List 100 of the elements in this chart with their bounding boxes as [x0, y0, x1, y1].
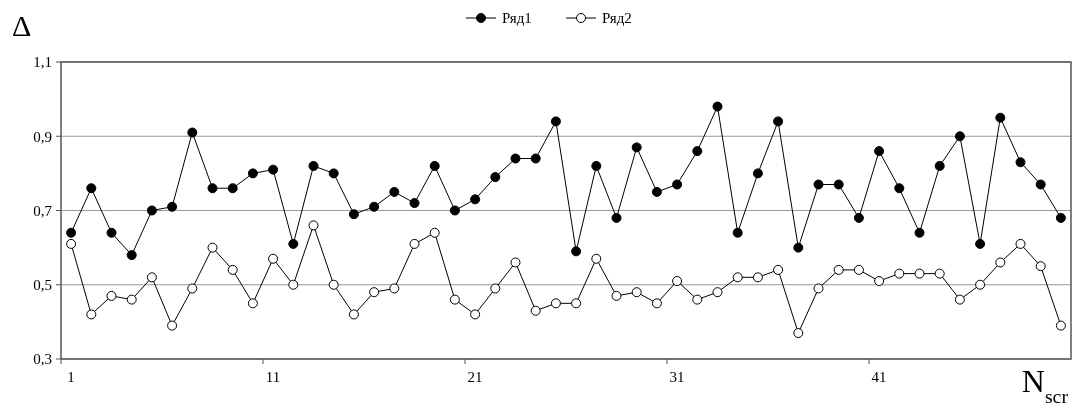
point [146, 205, 157, 216]
point [833, 179, 844, 190]
point [995, 257, 1006, 268]
point [793, 328, 804, 339]
x-tick-label: 31 [669, 369, 685, 385]
y-tick-label: 0,3 [33, 351, 52, 368]
point [692, 294, 703, 305]
point [712, 101, 723, 112]
legend-label: Ряд2 [602, 10, 632, 27]
point [348, 209, 359, 220]
x-tick-label: 41 [871, 369, 887, 385]
point [510, 153, 521, 164]
point [1015, 238, 1026, 249]
point [954, 294, 965, 305]
point [550, 116, 561, 127]
point [672, 179, 683, 190]
point [328, 279, 339, 290]
point [328, 168, 339, 179]
point [853, 264, 864, 275]
point [571, 298, 582, 309]
point [712, 287, 723, 298]
x-tick-label: 11 [265, 369, 281, 385]
point [611, 212, 622, 223]
point [672, 276, 683, 287]
point [752, 168, 763, 179]
point [591, 160, 602, 171]
x-axis-title: N$_{scr}$ [1021, 363, 1069, 405]
point [631, 287, 642, 298]
point [874, 276, 885, 287]
point [550, 298, 561, 309]
point [894, 268, 905, 279]
point [207, 242, 218, 253]
point [187, 283, 198, 294]
point [530, 153, 541, 164]
point [894, 183, 905, 194]
point [510, 257, 521, 268]
point [247, 298, 258, 309]
point [348, 309, 359, 320]
point [752, 272, 763, 283]
point [1055, 212, 1066, 223]
point [914, 227, 925, 238]
point [126, 250, 137, 261]
point [995, 112, 1006, 123]
point [732, 272, 743, 283]
y-tick-label: 1,1 [33, 54, 52, 71]
point [247, 168, 258, 179]
point [571, 246, 582, 257]
x-tick-label: 1 [67, 369, 75, 385]
point [167, 320, 178, 331]
point [126, 294, 137, 305]
point [874, 146, 885, 157]
point [651, 298, 662, 309]
point [692, 146, 703, 157]
point [66, 238, 77, 249]
point [470, 194, 481, 205]
point [409, 198, 420, 209]
point [732, 227, 743, 238]
point [187, 127, 198, 138]
point [591, 253, 602, 264]
point [1055, 320, 1066, 331]
point [1035, 179, 1046, 190]
point [268, 164, 279, 175]
point [308, 220, 319, 231]
point [773, 116, 784, 127]
point [611, 290, 622, 301]
point [146, 272, 157, 283]
point [429, 227, 440, 238]
point [853, 212, 864, 223]
point [833, 264, 844, 275]
point [470, 309, 481, 320]
point [288, 238, 299, 249]
point [369, 201, 380, 212]
point [975, 279, 986, 290]
point [1035, 261, 1046, 272]
point [934, 268, 945, 279]
point [449, 294, 460, 305]
legend-label: Ряд1 [502, 10, 532, 27]
point [429, 160, 440, 171]
point [268, 253, 279, 264]
point [813, 179, 824, 190]
point [914, 268, 925, 279]
point [86, 309, 97, 320]
point [86, 183, 97, 194]
point [106, 290, 117, 301]
point [1015, 157, 1026, 168]
point [490, 172, 501, 183]
point [631, 142, 642, 153]
point [66, 227, 77, 238]
point [227, 264, 238, 275]
point [773, 264, 784, 275]
point [369, 287, 380, 298]
point [106, 227, 117, 238]
point [227, 183, 238, 194]
point [975, 238, 986, 249]
point [207, 183, 218, 194]
y-tick-label: 0,5 [33, 277, 52, 293]
y-tick-label: 0,9 [33, 128, 52, 145]
point [389, 186, 400, 197]
x-tick-label: 21 [467, 369, 483, 385]
y-tick-label: 0,7 [33, 202, 53, 219]
